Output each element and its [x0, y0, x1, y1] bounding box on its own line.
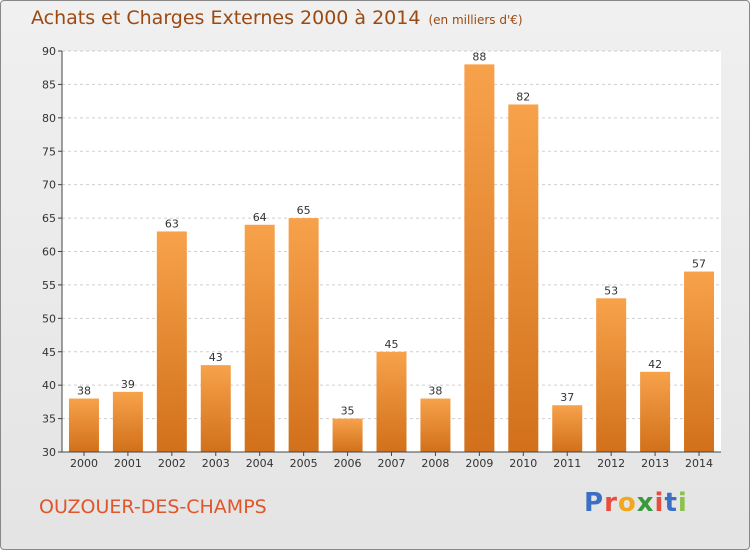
bar [244, 224, 275, 452]
y-tick-label: 70 [42, 179, 56, 192]
logo-letter: o [617, 488, 637, 518]
x-tick-label: 2002 [158, 457, 186, 470]
bar [156, 231, 187, 452]
y-tick-label: 80 [42, 112, 56, 125]
proxiti-logo: Proxiti [584, 488, 688, 518]
data-label: 64 [253, 211, 267, 224]
y-tick-label: 30 [42, 446, 56, 459]
x-tick-label: 2004 [246, 457, 274, 470]
chart-unit: (en milliers d'€) [428, 13, 523, 27]
logo-letter: r [604, 488, 618, 518]
bar [200, 365, 231, 452]
bar [684, 271, 715, 452]
commune-name: OUZOUER-DES-CHAMPS [39, 496, 267, 518]
data-label: 39 [121, 378, 135, 391]
logo-letter: i [654, 488, 665, 518]
bar [640, 371, 671, 452]
y-tick-label: 85 [42, 78, 56, 91]
y-tick-label: 60 [42, 246, 56, 259]
data-label: 53 [604, 284, 618, 297]
bar [508, 104, 539, 452]
bar [552, 405, 583, 452]
x-tick-label: 2005 [290, 457, 318, 470]
bar [68, 398, 99, 452]
bar [376, 351, 407, 452]
x-tick-label: 2014 [685, 457, 713, 470]
data-label: 45 [385, 338, 399, 351]
data-label: 88 [472, 50, 486, 63]
data-label: 42 [648, 358, 662, 371]
bar [596, 298, 627, 452]
x-tick-label: 2010 [509, 457, 537, 470]
bar [464, 64, 495, 452]
data-label: 63 [165, 217, 179, 230]
y-tick-label: 40 [42, 379, 56, 392]
bar [288, 218, 319, 452]
x-tick-label: 2003 [202, 457, 230, 470]
x-tick-label: 2001 [114, 457, 142, 470]
y-tick-label: 45 [42, 346, 56, 359]
x-tick-label: 2000 [70, 457, 98, 470]
data-label: 38 [77, 385, 91, 398]
bar [420, 398, 451, 452]
data-label: 37 [560, 391, 574, 404]
x-tick-label: 2008 [421, 457, 449, 470]
bar [332, 418, 363, 452]
data-label: 43 [209, 351, 223, 364]
x-tick-label: 2009 [465, 457, 493, 470]
logo-letter: P [584, 488, 605, 518]
data-label: 82 [516, 90, 530, 103]
x-tick-label: 2013 [641, 457, 669, 470]
data-label: 35 [341, 405, 355, 418]
logo-letter: i [677, 488, 688, 518]
data-label: 38 [428, 385, 442, 398]
chart-title-text: Achats et Charges Externes 2000 à 2014 [31, 7, 421, 29]
chart-title: Achats et Charges Externes 2000 à 2014 (e… [31, 7, 523, 29]
y-tick-label: 50 [42, 312, 56, 325]
y-tick-label: 90 [42, 45, 56, 58]
bar-chart: 30 35 40 45 50 55 60 65 70 75 80 85 90 38 2000 39 2001 63… [42, 45, 721, 470]
y-tick-label: 55 [42, 279, 56, 292]
x-tick-label: 2012 [597, 457, 625, 470]
x-tick-label: 2006 [334, 457, 362, 470]
y-tick-label: 65 [42, 212, 56, 225]
y-tick-label: 75 [42, 145, 56, 158]
x-tick-label: 2007 [378, 457, 406, 470]
data-label: 65 [297, 204, 311, 217]
x-tick-label: 2011 [553, 457, 581, 470]
bar [112, 391, 143, 452]
y-tick-label: 35 [42, 413, 56, 426]
logo-letter: t [664, 488, 678, 518]
logo-letter: x [636, 488, 655, 518]
data-label: 57 [692, 258, 706, 271]
